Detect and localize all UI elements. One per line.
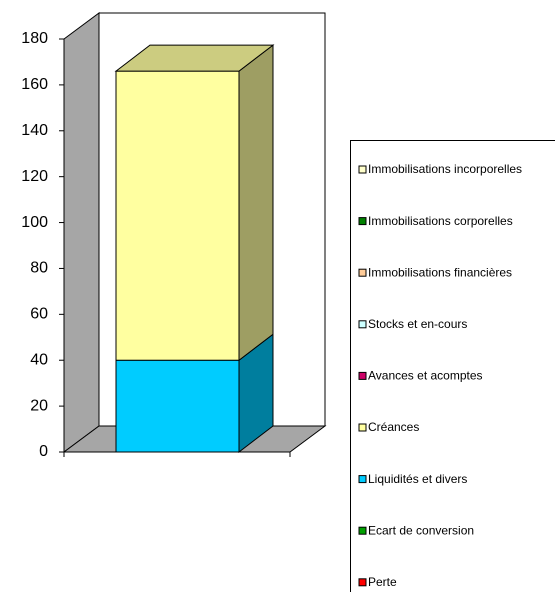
legend-label: Créances (368, 420, 419, 434)
y-tick-label: 20 (30, 397, 48, 414)
y-tick-label: 120 (21, 168, 48, 185)
bar-front (115, 70, 240, 361)
legend-swatch (358, 165, 367, 174)
bar-top (114, 44, 275, 72)
y-tick-label: 100 (21, 214, 48, 231)
y-tick-label: 140 (21, 122, 48, 139)
y-tick-label: 40 (30, 351, 48, 368)
legend-label: Immobilisations financières (368, 265, 512, 279)
legend-label: Ecart de conversion (368, 523, 474, 537)
legend-swatch (358, 526, 367, 535)
legend-swatch (358, 320, 367, 329)
legend-label: Immobilisations incorporelles (368, 162, 522, 176)
legend-swatch (358, 217, 367, 226)
legend-label: Perte (368, 575, 397, 589)
legend-label: Liquidités et divers (368, 472, 467, 486)
bar-front (115, 359, 240, 453)
legend-swatch (358, 423, 367, 432)
legend-swatch (358, 578, 367, 587)
legend-label: Avances et acomptes (368, 369, 483, 383)
y-tick-label: 180 (21, 30, 48, 47)
legend-swatch (358, 371, 367, 380)
legend-label: Immobilisations corporelles (368, 214, 513, 228)
y-tick-label: 0 (39, 443, 48, 460)
legend-label: Stocks et en-cours (368, 317, 467, 331)
legend-swatch (358, 475, 367, 484)
legend (350, 140, 555, 592)
side-wall (63, 12, 100, 453)
legend-swatch (358, 268, 367, 277)
y-tick-label: 60 (30, 306, 48, 323)
y-tick-label: 160 (21, 76, 48, 93)
y-tick-label: 80 (30, 260, 48, 277)
bar-side (238, 44, 274, 362)
